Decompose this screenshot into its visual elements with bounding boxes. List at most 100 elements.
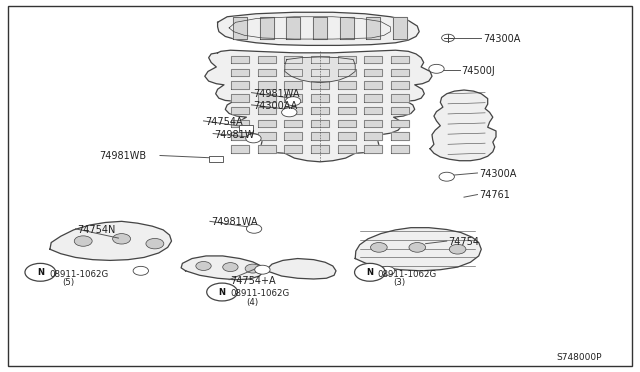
- Polygon shape: [231, 56, 249, 63]
- Polygon shape: [391, 119, 409, 127]
- Polygon shape: [364, 68, 382, 76]
- Polygon shape: [311, 81, 329, 89]
- Polygon shape: [50, 221, 172, 260]
- Polygon shape: [311, 56, 329, 63]
- Polygon shape: [284, 132, 302, 140]
- Circle shape: [255, 265, 270, 274]
- Text: 74300AA: 74300AA: [253, 101, 297, 111]
- Circle shape: [409, 243, 426, 252]
- Polygon shape: [364, 145, 382, 153]
- Polygon shape: [338, 132, 356, 140]
- Text: 74981WA: 74981WA: [253, 89, 300, 99]
- Text: (3): (3): [393, 278, 405, 287]
- Text: 74981W: 74981W: [214, 130, 255, 140]
- Polygon shape: [231, 94, 249, 102]
- Text: 74300A: 74300A: [483, 34, 520, 44]
- Polygon shape: [364, 132, 382, 140]
- Polygon shape: [258, 94, 276, 102]
- Polygon shape: [284, 145, 302, 153]
- Polygon shape: [366, 17, 380, 39]
- Circle shape: [146, 238, 164, 249]
- Polygon shape: [284, 94, 302, 102]
- Polygon shape: [311, 94, 329, 102]
- Polygon shape: [258, 56, 276, 63]
- Polygon shape: [311, 132, 329, 140]
- Polygon shape: [233, 17, 247, 39]
- Polygon shape: [391, 132, 409, 140]
- Circle shape: [449, 244, 466, 254]
- Text: 74754N: 74754N: [77, 225, 115, 235]
- Polygon shape: [364, 81, 382, 89]
- Circle shape: [355, 263, 385, 281]
- Text: 74761: 74761: [479, 190, 509, 200]
- Polygon shape: [340, 17, 354, 39]
- Circle shape: [371, 243, 387, 252]
- Polygon shape: [313, 17, 327, 39]
- Polygon shape: [181, 256, 264, 280]
- Polygon shape: [231, 81, 249, 89]
- Polygon shape: [284, 81, 302, 89]
- Polygon shape: [364, 107, 382, 114]
- Text: N: N: [367, 268, 373, 277]
- Polygon shape: [231, 145, 249, 153]
- Text: 74300A: 74300A: [479, 169, 516, 179]
- Circle shape: [246, 134, 261, 143]
- Circle shape: [74, 236, 92, 246]
- Circle shape: [246, 224, 262, 233]
- Polygon shape: [258, 68, 276, 76]
- Polygon shape: [231, 107, 249, 114]
- Polygon shape: [205, 50, 432, 162]
- Circle shape: [223, 263, 238, 272]
- Circle shape: [207, 283, 237, 301]
- Text: 74981WA: 74981WA: [211, 217, 258, 227]
- Polygon shape: [284, 107, 302, 114]
- Polygon shape: [285, 57, 355, 83]
- Polygon shape: [218, 12, 419, 45]
- Circle shape: [439, 172, 454, 181]
- Polygon shape: [355, 228, 481, 271]
- Circle shape: [429, 64, 444, 73]
- Polygon shape: [364, 119, 382, 127]
- Text: 74981WB: 74981WB: [99, 151, 147, 161]
- Polygon shape: [231, 119, 249, 127]
- Polygon shape: [430, 90, 496, 161]
- Circle shape: [25, 263, 56, 281]
- Text: N: N: [219, 288, 225, 296]
- Polygon shape: [364, 56, 382, 63]
- Polygon shape: [260, 17, 274, 39]
- Text: 74754A: 74754A: [205, 117, 243, 127]
- Text: 08911-1062G: 08911-1062G: [378, 270, 437, 279]
- Polygon shape: [311, 145, 329, 153]
- Polygon shape: [391, 94, 409, 102]
- Text: N: N: [37, 268, 44, 277]
- Polygon shape: [391, 145, 409, 153]
- Polygon shape: [258, 145, 276, 153]
- Text: (5): (5): [63, 278, 75, 287]
- Polygon shape: [338, 81, 356, 89]
- Circle shape: [245, 264, 260, 273]
- Polygon shape: [391, 56, 409, 63]
- Text: 08911-1062G: 08911-1062G: [49, 270, 109, 279]
- Circle shape: [196, 262, 211, 270]
- Circle shape: [282, 108, 297, 117]
- Polygon shape: [268, 259, 336, 279]
- Polygon shape: [258, 81, 276, 89]
- Polygon shape: [391, 68, 409, 76]
- Circle shape: [133, 266, 148, 275]
- Polygon shape: [284, 119, 302, 127]
- Polygon shape: [391, 81, 409, 89]
- Polygon shape: [311, 119, 329, 127]
- Polygon shape: [284, 56, 302, 63]
- Polygon shape: [338, 107, 356, 114]
- FancyBboxPatch shape: [239, 125, 253, 132]
- FancyBboxPatch shape: [209, 155, 223, 162]
- Polygon shape: [284, 68, 302, 76]
- Circle shape: [113, 234, 131, 244]
- Polygon shape: [258, 132, 276, 140]
- Text: 08911-1062G: 08911-1062G: [230, 289, 290, 298]
- Text: 74500J: 74500J: [461, 67, 495, 76]
- Polygon shape: [391, 107, 409, 114]
- Polygon shape: [258, 119, 276, 127]
- Polygon shape: [231, 132, 249, 140]
- Text: 74754+A: 74754+A: [230, 276, 276, 286]
